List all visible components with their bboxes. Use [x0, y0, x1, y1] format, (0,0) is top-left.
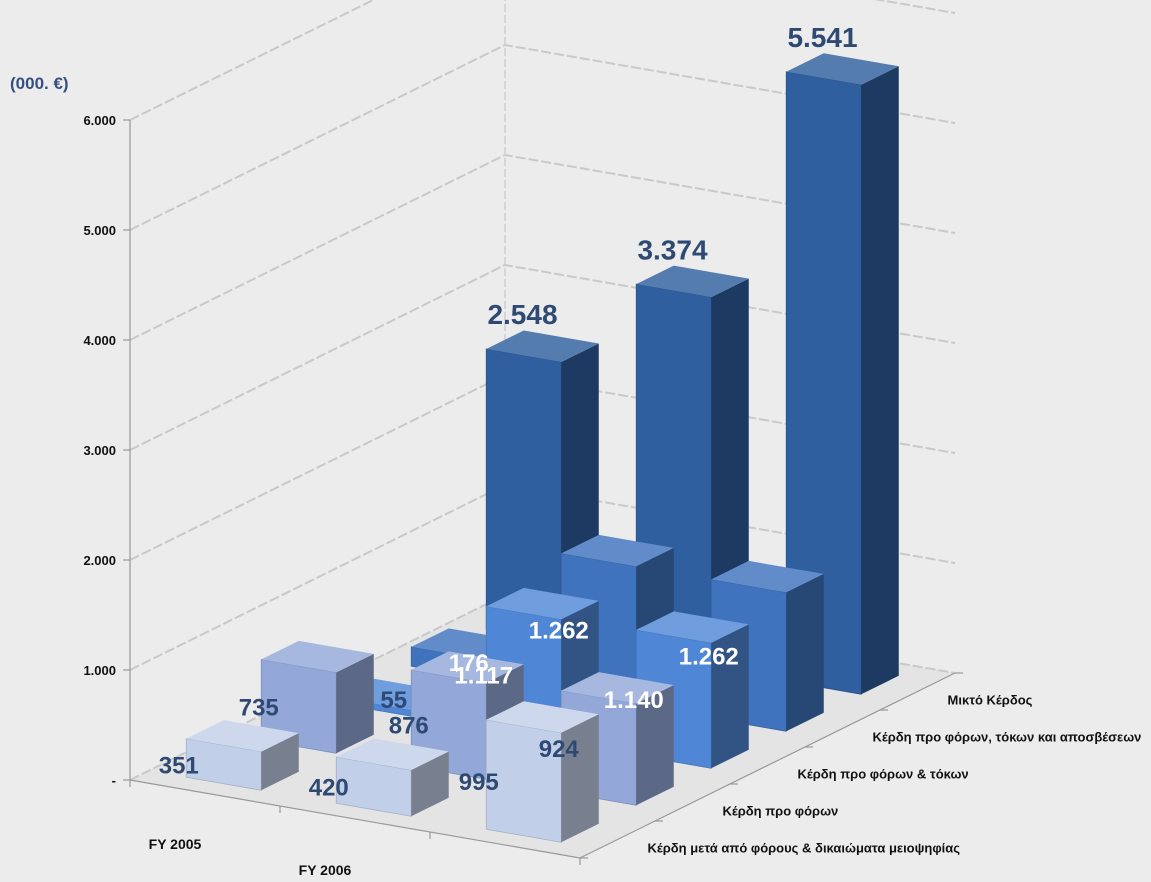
- data-label: 1.117: [454, 662, 513, 689]
- bar-top-face: [261, 640, 374, 673]
- bar-top-face: [486, 701, 599, 733]
- data-label: 924: [539, 736, 580, 763]
- bar-top-face: [486, 330, 599, 362]
- y-tick-label: 5.000: [83, 223, 116, 238]
- bar-top-face: [411, 651, 524, 683]
- y-tick-label: 3.000: [83, 443, 116, 458]
- bar-side-face: [561, 714, 599, 843]
- axes: [123, 119, 963, 865]
- unit-label: (000. €): [10, 74, 69, 93]
- bar: [785, 53, 899, 695]
- data-label: 1.262: [679, 643, 739, 670]
- y-tick-label: 4.000: [83, 333, 116, 348]
- bars: [185, 53, 899, 843]
- data-label: 420: [309, 775, 349, 802]
- y-tick-label: 1.000: [83, 663, 116, 678]
- bar-side-face: [711, 624, 749, 769]
- data-label: 1.140: [604, 687, 664, 714]
- y-tick-label: 6.000: [83, 113, 116, 128]
- data-label: 1.262: [529, 617, 589, 644]
- depth-axis: [579, 672, 956, 859]
- data-label: 876: [389, 713, 429, 740]
- data-label: 735: [239, 694, 279, 721]
- x-axis: [129, 779, 581, 859]
- data-label: 351: [159, 752, 199, 779]
- bar-top-face: [711, 560, 824, 593]
- data-label: 3.374: [637, 234, 707, 265]
- series-label: Κέρδη προ φόρων & τόκων: [798, 767, 969, 782]
- bar-top-face: [636, 265, 749, 298]
- series-label: Κέρδη μετά από φόρους & δικαιώματα μειοψ…: [648, 841, 961, 856]
- series-label: Μικτό Κέρδος: [948, 693, 1033, 708]
- bar: [185, 720, 299, 791]
- bar: [260, 640, 374, 754]
- data-label: 176: [449, 650, 489, 677]
- y-tick-label: -: [112, 773, 116, 788]
- bar-side-face: [786, 573, 824, 732]
- bar-top-face: [336, 738, 449, 771]
- bar-top-face: [561, 672, 674, 704]
- gridline: [129, 0, 956, 121]
- axis-text: - 1.000 2.000 3.000 4.000 5.000 6.000 (000. €) F…: [10, 74, 1142, 878]
- bar-side-face: [636, 685, 674, 806]
- bar-top-face: [786, 53, 899, 85]
- bar-side-face: [336, 653, 374, 754]
- data-label: 995: [459, 769, 499, 796]
- bar-top-face: [636, 611, 749, 643]
- data-label: 5.541: [787, 22, 857, 53]
- data-label: 2.548: [487, 299, 557, 330]
- data-labels: 351 420 995 735 876 924 55 1.117 1.140 176 1.262 1.…: [159, 22, 858, 802]
- bar-side-face: [861, 66, 899, 695]
- y-tick-label: 2.000: [83, 553, 116, 568]
- bar: [485, 701, 599, 843]
- bar-top-face: [561, 534, 674, 567]
- series-label: Κέρδη προ φόρων: [723, 804, 839, 819]
- bar: [335, 738, 449, 817]
- series-label: Κέρδη προ φόρων, τόκων και αποσβέσεων: [873, 730, 1142, 745]
- bar-side-face: [261, 733, 299, 791]
- bar-top-face: [486, 587, 599, 620]
- bar-side-face: [411, 751, 449, 817]
- data-label: 55: [380, 687, 407, 714]
- category-label: FY 2005: [149, 836, 202, 852]
- bar-top-face: [186, 720, 299, 752]
- category-label: FY 2006: [299, 862, 352, 878]
